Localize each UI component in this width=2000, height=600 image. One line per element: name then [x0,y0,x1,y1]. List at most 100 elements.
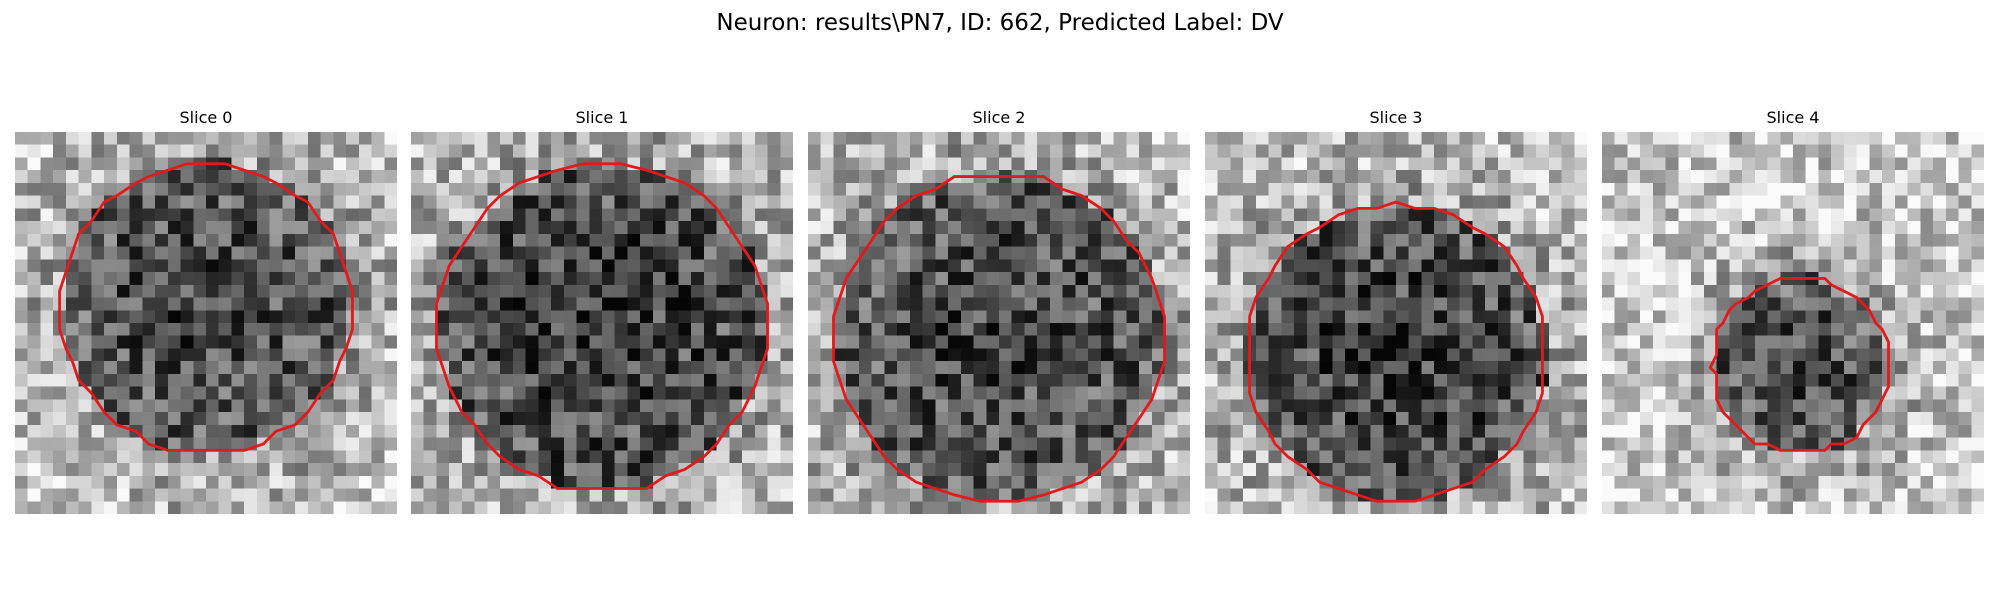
pixel [564,285,577,298]
pixel [729,208,742,221]
pixel [282,489,295,502]
pixel [1755,476,1768,489]
pixel [1678,450,1691,463]
pixel [513,247,526,260]
pixel [1615,196,1628,209]
pixel [1691,387,1704,400]
pixel [40,323,53,336]
pixel [821,412,834,425]
pixel [91,374,104,387]
pixel [1024,412,1037,425]
pixel [615,323,628,336]
pixel [193,259,206,272]
pixel [282,234,295,247]
pixel [538,183,551,196]
pixel [40,374,53,387]
pixel [1434,476,1447,489]
pixel [1358,361,1371,374]
pixel [384,374,397,387]
pixel [1806,450,1819,463]
pixel [155,501,168,514]
pixel [935,323,948,336]
pixel [487,387,500,400]
pixel [1511,145,1524,158]
pixel [193,374,206,387]
pixel [321,323,334,336]
pixel [1075,425,1088,438]
pixel [219,272,232,285]
pixel [833,323,846,336]
pixel [117,438,130,451]
pixel [1704,145,1717,158]
pixel [1768,221,1781,234]
pixel [372,489,385,502]
pixel [910,221,923,234]
pixel [1908,183,1921,196]
pixel [1729,208,1742,221]
pixel [1230,361,1243,374]
pixel [846,374,859,387]
pixel [729,489,742,502]
pixel [999,387,1012,400]
pixel [1358,298,1371,311]
pixel [910,425,923,438]
pixel [1012,285,1025,298]
pixel [1332,501,1345,514]
pixel [884,323,897,336]
pixel [1844,157,1857,170]
pixel [1511,310,1524,323]
pixel [1332,145,1345,158]
pixel [1627,272,1640,285]
pixel [1704,463,1717,476]
pixel [372,476,385,489]
pixel [1024,298,1037,311]
pixel [1818,425,1831,438]
pixel [79,234,92,247]
pixel [1101,476,1114,489]
pixel [346,387,359,400]
pixel [346,221,359,234]
pixel [717,399,730,412]
pixel [1088,489,1101,502]
pixel [768,476,781,489]
pixel [91,259,104,272]
pixel [808,272,821,285]
pixel [1562,145,1575,158]
pixel [1434,374,1447,387]
slice-title-0: Slice 0 [15,108,397,130]
pixel [1371,310,1384,323]
pixel [1729,438,1742,451]
pixel [551,323,564,336]
pixel [282,476,295,489]
pixel [1281,425,1294,438]
pixel [257,374,270,387]
pixel [1177,463,1190,476]
pixel [1574,361,1587,374]
pixel [295,132,308,145]
pixel [589,348,602,361]
pixel [1666,450,1679,463]
pixel [910,412,923,425]
pixel [500,145,513,158]
pixel [475,145,488,158]
pixel [372,298,385,311]
pixel [1615,221,1628,234]
pixel [653,272,666,285]
pixel [487,259,500,272]
pixel [475,336,488,349]
pixel [1602,425,1615,438]
pixel [1895,221,1908,234]
pixel [1704,489,1717,502]
pixel [884,183,897,196]
pixel [1895,425,1908,438]
pixel [1024,132,1037,145]
pixel [1959,463,1972,476]
pixel [1511,412,1524,425]
pixel [1409,425,1422,438]
pixel [1895,412,1908,425]
pixel [424,323,437,336]
pixel [1281,348,1294,361]
pixel [1358,425,1371,438]
pixel [526,399,539,412]
pixel [1152,450,1165,463]
